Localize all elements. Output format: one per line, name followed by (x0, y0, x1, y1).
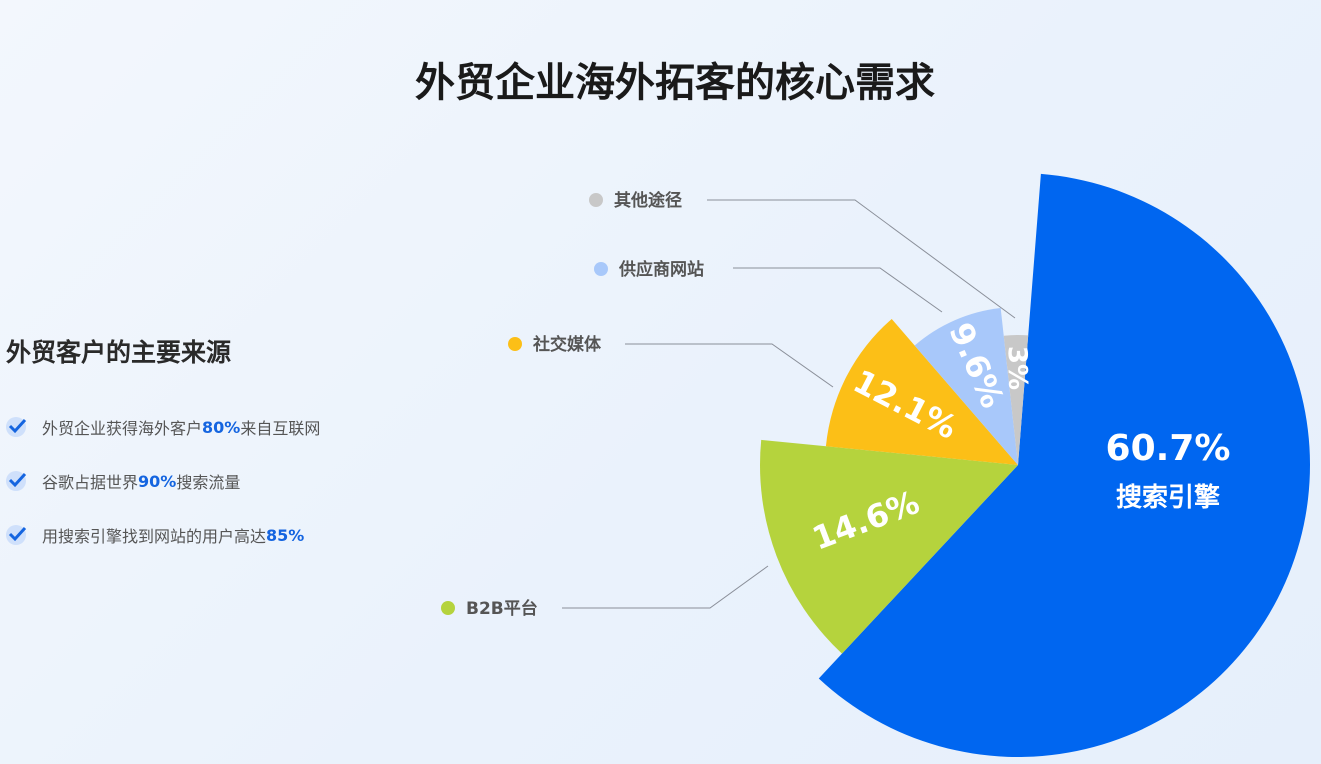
slice-3 (825, 319, 1018, 465)
legend-dot (594, 262, 608, 276)
slice-label: 60.7% (1106, 428, 1231, 469)
fact-text: 来自互联网 (240, 419, 321, 438)
check-icon (6, 471, 27, 491)
legend-label: 供应商网站 (618, 259, 704, 280)
legend-dot (441, 601, 455, 615)
fact-text: 用搜索引擎找到网站的用户高达 (42, 527, 267, 546)
fact-text: 外贸企业获得海外客户 (42, 419, 203, 438)
legend-dot (508, 337, 522, 351)
leader-line (733, 267, 943, 313)
leader-line (625, 343, 834, 388)
slice-4 (914, 307, 1018, 465)
fact-item: 谷歌占据世界 90% 搜索流量 (6, 454, 320, 508)
page-title: 外贸企业海外拓客的核心需求 (415, 60, 935, 106)
fact-highlight: 80% (202, 417, 241, 437)
fact-text: 搜索流量 (176, 473, 241, 492)
slice-label: 3% (1002, 346, 1033, 391)
slice-1 (818, 173, 1310, 757)
slice-2 (759, 439, 1018, 654)
fact-highlight: 85% (266, 525, 305, 545)
fact-text: 谷歌占据世界 (42, 473, 139, 492)
fact-item: 外贸企业获得海外客户 80% 来自互联网 (6, 400, 320, 454)
legend-label: B2B平台 (466, 598, 538, 619)
slice-name: 搜索引擎 (1116, 483, 1220, 513)
fact-item: 用搜索引擎找到网站的用户高达 85% (6, 508, 320, 562)
slice-5 (1003, 335, 1029, 465)
side-title: 外贸客户的主要来源 (6, 338, 232, 367)
leader-line (707, 199, 1016, 319)
fact-highlight: 90% (138, 471, 177, 491)
check-icon (6, 417, 27, 437)
check-icon (6, 525, 27, 545)
legend-label: 社交媒体 (532, 334, 602, 355)
leader-line (562, 565, 769, 609)
fact-list: 外贸企业获得海外客户 80% 来自互联网 谷歌占据世界 90% 搜索流量 用搜索引擎找到… (6, 400, 320, 562)
legend-dot (589, 193, 603, 207)
legend-label: 其他途径 (614, 190, 682, 211)
